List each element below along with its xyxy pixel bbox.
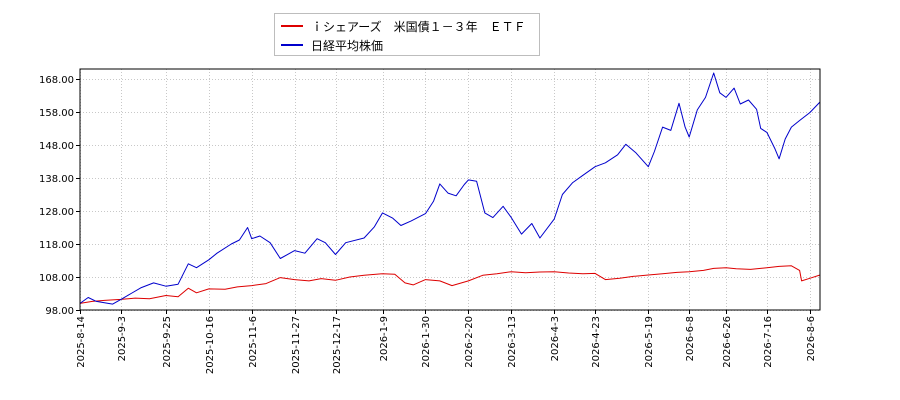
y-tick-label: 98.00 bbox=[45, 306, 74, 317]
legend-label-nikkei: 日経平均株価 bbox=[311, 38, 384, 53]
y-tick-label: 148.00 bbox=[39, 141, 74, 152]
legend-swatch-etf bbox=[281, 25, 303, 27]
x-tick-label: 2026-5-19 bbox=[644, 316, 655, 368]
series-line-nikkei bbox=[79, 72, 821, 305]
y-tick-label: 168.00 bbox=[39, 75, 74, 86]
axis-layer: 98.00 108.00 118.00 128.00 138.00 148.00 158.0… bbox=[39, 75, 817, 374]
y-tick-label: 138.00 bbox=[39, 174, 74, 185]
x-tick-label: 2026-1-30 bbox=[421, 316, 432, 368]
x-tick-label: 2026-4-23 bbox=[591, 316, 602, 368]
x-tick-label: 2026-4-3 bbox=[550, 316, 561, 361]
x-tick-label: 2026-3-13 bbox=[507, 316, 518, 368]
y-tick-label: 118.00 bbox=[39, 240, 74, 251]
x-tick-label: 2026-7-16 bbox=[763, 316, 774, 368]
x-tick-label: 2025-11-6 bbox=[248, 316, 259, 368]
x-tick-label: 2026-1-9 bbox=[379, 316, 390, 361]
y-tick-label: 128.00 bbox=[39, 207, 74, 218]
legend-entry-etf: ｉシェアーズ 米国債１－３年 ＥＴＦ bbox=[281, 17, 526, 35]
x-tick-label: 2026-6-8 bbox=[685, 316, 696, 361]
x-tick-label: 2025-10-16 bbox=[205, 316, 216, 374]
legend-swatch-nikkei bbox=[281, 44, 303, 46]
x-tick-label: 2026-8-6 bbox=[806, 316, 817, 361]
legend-entry-nikkei: 日経平均株価 bbox=[281, 36, 383, 54]
plot-area-frame bbox=[79, 68, 821, 311]
x-tick-label: 2025-12-17 bbox=[332, 316, 343, 374]
x-tick-label: 2025-9-3 bbox=[117, 316, 128, 361]
legend: ｉシェアーズ 米国債１－３年 ＥＴＦ 日経平均株価 bbox=[274, 13, 540, 56]
series-layer bbox=[79, 72, 821, 305]
series-line-etf bbox=[79, 265, 821, 304]
legend-label-etf: ｉシェアーズ 米国債１－３年 ＥＴＦ bbox=[311, 19, 526, 34]
x-tick-label: 2026-2-20 bbox=[464, 316, 475, 368]
x-tick-label: 2025-11-27 bbox=[291, 316, 302, 374]
y-tick-label: 158.00 bbox=[39, 108, 74, 119]
x-tick-label: 2025-8-14 bbox=[76, 316, 87, 368]
x-tick-label: 2025-9-25 bbox=[162, 316, 173, 368]
y-tick-label: 108.00 bbox=[39, 273, 74, 284]
x-tick-label: 2026-6-26 bbox=[722, 316, 733, 368]
grid-layer bbox=[80, 69, 820, 311]
